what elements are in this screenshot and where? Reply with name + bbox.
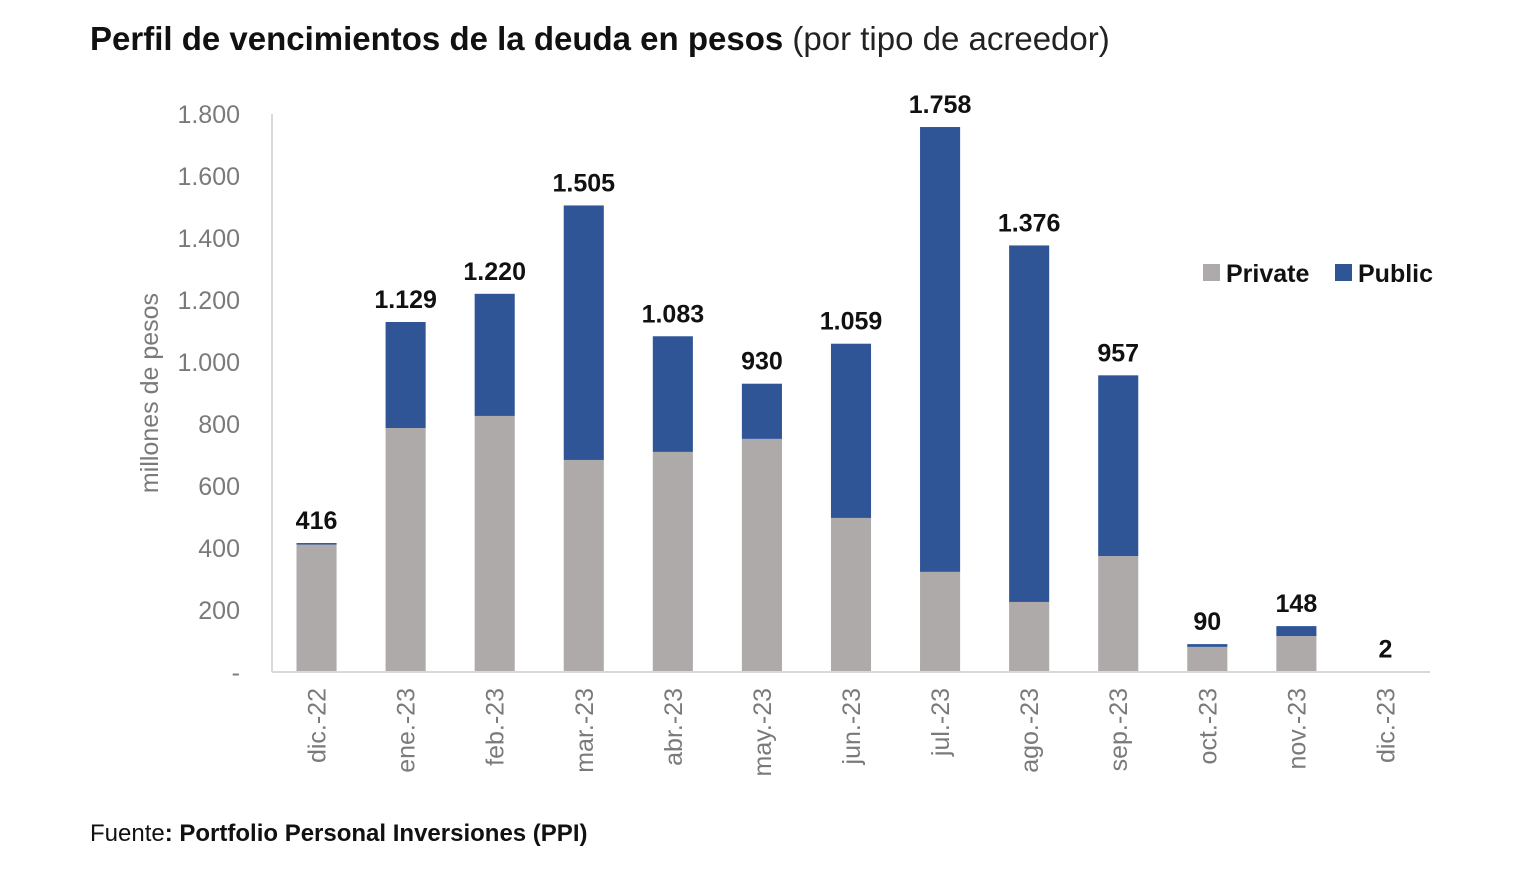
data-label-total: 2 <box>1379 635 1393 663</box>
legend-swatch-public <box>1335 264 1352 281</box>
legend: Private Public <box>1203 260 1433 288</box>
bar-segment-private <box>1276 636 1317 672</box>
x-tick-label: mar.-23 <box>571 688 599 773</box>
bar-segment-public <box>830 343 872 518</box>
x-tick-label: nov.-23 <box>1283 688 1311 770</box>
bar-segment-public <box>1187 644 1228 647</box>
bar-segment-private <box>652 451 693 672</box>
y-axis: - 200 400 600 800 1.000 1.200 1.400 1.600 1.800 mi… <box>136 101 273 687</box>
data-label-total: 1.758 <box>909 91 972 119</box>
x-tick-label: ene.-23 <box>393 688 421 773</box>
data-label-total: 957 <box>1097 339 1139 367</box>
bar-segment-private <box>1187 646 1228 672</box>
x-tick-label: oct.-23 <box>1194 688 1222 764</box>
bar-segment-private <box>1098 556 1139 672</box>
data-label-total: 1.376 <box>998 209 1061 237</box>
bar-segment-public <box>1098 375 1139 557</box>
bar-segment-private <box>474 415 515 672</box>
bar-segment-private <box>385 428 426 672</box>
data-label-total: 1.059 <box>820 308 883 336</box>
source-name: : Portfolio Personal Inversiones (PPI) <box>164 820 588 847</box>
y-axis-title: millones de pesos <box>136 293 164 493</box>
data-label-total: 416 <box>296 507 338 535</box>
legend-label-private: Private <box>1226 260 1309 288</box>
bar-segment-public <box>563 205 604 460</box>
x-tick-label: jul.-23 <box>927 688 955 757</box>
data-label-total: 90 <box>1193 608 1221 636</box>
y-tick-label: 1.000 <box>177 349 240 377</box>
y-tick-label: 200 <box>198 597 240 625</box>
data-label-total: 930 <box>741 348 783 376</box>
bar-segment-private <box>1009 601 1050 672</box>
bar-segment-private <box>563 459 604 672</box>
y-tick-label: 1.400 <box>177 225 240 253</box>
data-label-total: 1.220 <box>463 258 526 286</box>
bars <box>296 127 1406 673</box>
y-tick-label: 400 <box>198 535 240 563</box>
chart-title-main: Perfil de vencimientos de la deuda en pe… <box>90 20 784 57</box>
bar-segment-private <box>920 571 961 672</box>
x-tick-label: ago.-23 <box>1016 688 1044 773</box>
legend-swatch-private <box>1203 264 1220 281</box>
x-tick-label: abr.-23 <box>660 688 688 766</box>
bar-segment-public <box>1276 626 1317 637</box>
data-label-total: 1.505 <box>552 169 615 197</box>
data-label-total: 1.083 <box>642 300 705 328</box>
y-tick-label: 1.200 <box>177 287 240 315</box>
x-axis: dic.-22 ene.-23 feb.-23 mar.-23 abr.-23 may.-… <box>272 671 1430 776</box>
bar-segment-public <box>652 336 693 452</box>
source-note: Fuente: Portfolio Personal Inversiones (… <box>90 820 587 848</box>
chart-title: Perfil de vencimientos de la deuda en pe… <box>90 20 1110 58</box>
bar-segment-private <box>741 438 782 672</box>
x-tick-label: may.-23 <box>749 688 777 776</box>
bar-segment-public <box>741 383 782 439</box>
bar-segment-public <box>296 543 337 545</box>
legend-label-public: Public <box>1358 260 1433 288</box>
data-label-total: 1.129 <box>374 286 437 314</box>
data-labels: 416 1.129 1.220 1.505 1.083 930 1.059 1.758 1.37… <box>296 91 1393 663</box>
bar-segment-public <box>1009 245 1050 602</box>
y-tick-label: 600 <box>198 473 240 501</box>
x-tick-label: dic.-22 <box>304 688 332 763</box>
x-tick-label: dic.-23 <box>1372 688 1400 763</box>
x-tick-label: sep.-23 <box>1105 688 1133 771</box>
source-prefix: Fuente <box>90 820 165 847</box>
x-tick-label: feb.-23 <box>482 688 510 766</box>
y-tick-label: 800 <box>198 411 240 439</box>
bar-segment-private <box>296 543 337 672</box>
x-tick-label: jun.-23 <box>838 688 866 765</box>
bar-segment-public <box>474 293 515 416</box>
chart-title-sub: (por tipo de acreedor) <box>792 20 1110 57</box>
y-tick-label: 1.800 <box>177 101 240 129</box>
bar-segment-public <box>385 322 426 429</box>
bar-segment-private <box>830 517 872 672</box>
y-tick-label: - <box>232 659 240 687</box>
bar-segment-public <box>920 127 961 572</box>
y-tick-label: 1.600 <box>177 163 240 191</box>
data-label-total: 148 <box>1276 590 1318 618</box>
